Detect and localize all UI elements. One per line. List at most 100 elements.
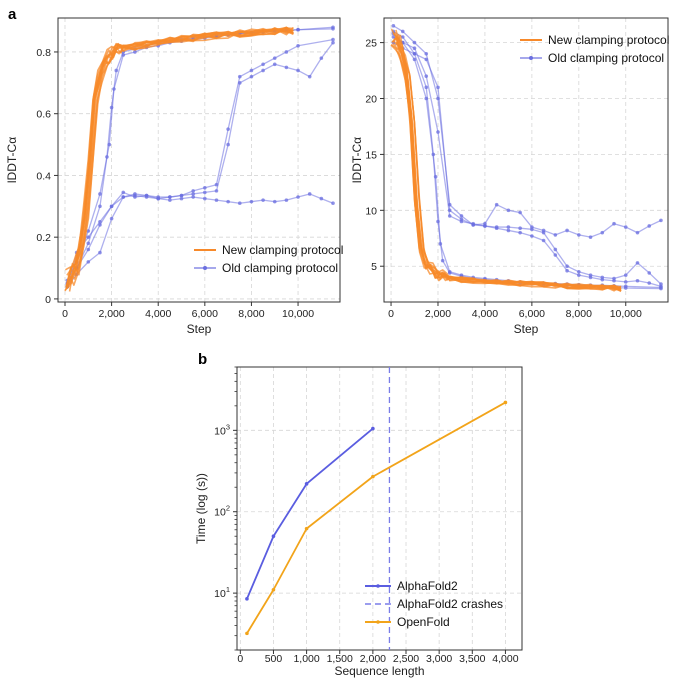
chart-b-timing: 0 500 1,000 1,500 2,000 2,500 3,000 3,500 4,000 1…: [194, 366, 523, 678]
x-tick-label: 2,500: [393, 653, 419, 665]
x-tick-label: 3,000: [426, 653, 452, 665]
data-point: [144, 195, 149, 199]
y-tick-label: 0: [45, 294, 51, 306]
x-tick-label: 2,000: [98, 308, 124, 320]
data-point: [412, 40, 417, 45]
data-point: [179, 193, 184, 198]
data-point: [565, 264, 569, 269]
data-point: [424, 96, 429, 101]
data-point: [553, 233, 558, 237]
data-point: [612, 278, 616, 283]
data-point: [440, 258, 445, 263]
chart-a-left-lddt: 0 2,000 4,000 6,000 8,000 10,000 0 0.2 0.4 0.6 0.8…: [5, 17, 343, 336]
x-tick-label: 500: [265, 653, 283, 665]
legend: AlphaFold2 AlphaFold2 crashes OpenFold: [365, 579, 503, 629]
data-point: [459, 273, 464, 277]
data-point: [98, 192, 102, 196]
data-point: [588, 235, 593, 239]
alphafold2-line: [246, 427, 374, 600]
data-point: [588, 275, 593, 280]
data-point: [623, 280, 628, 284]
data-point: [647, 224, 652, 228]
chart-a-right-lddt: 0 2,000 4,000 6,000 8,000 10,000 5 10 15 20 25 Step…: [350, 17, 669, 336]
x-tick-label: 3,500: [459, 653, 485, 665]
data-point: [261, 62, 265, 67]
y-tick-exponent: 3: [226, 422, 230, 431]
data-point: [86, 247, 91, 252]
data-point: [249, 74, 254, 79]
data-point: [168, 195, 172, 199]
data-point: [86, 241, 91, 246]
data-point: [307, 192, 312, 196]
data-point: [635, 261, 640, 265]
data-point: [518, 226, 522, 231]
data-point: [331, 40, 335, 45]
data-point: [203, 196, 207, 201]
new-protocol-line: [394, 34, 622, 293]
data-point: [203, 190, 207, 195]
data-point: [506, 208, 511, 213]
legend-marker-old: [203, 266, 207, 270]
data-point: [612, 221, 616, 226]
old-protocol-line: [393, 42, 662, 285]
data-point: [471, 221, 475, 226]
x-tick-label: 0: [388, 308, 394, 320]
data-point: [371, 426, 375, 431]
data-point: [412, 57, 417, 62]
data-point: [623, 273, 628, 277]
data-point: [319, 56, 324, 60]
y-tick-label: 15: [365, 149, 377, 161]
data-point: [296, 195, 300, 199]
y-tick-label: 102: [214, 504, 230, 519]
data-point: [331, 201, 335, 206]
data-point: [503, 400, 508, 405]
x-axis-label: Sequence length: [334, 664, 424, 678]
data-point: [577, 273, 581, 277]
data-point: [565, 228, 569, 233]
new-protocol-line: [69, 29, 294, 280]
y-tick-label: 5: [371, 261, 377, 273]
data-point: [86, 260, 91, 264]
y-tick-label: 25: [365, 38, 377, 50]
data-point: [237, 81, 242, 85]
data-point: [424, 57, 429, 62]
data-point: [203, 185, 207, 190]
data-point: [261, 198, 265, 202]
x-tick-label: 2,000: [360, 653, 386, 665]
data-point: [296, 27, 300, 32]
data-point: [400, 29, 405, 34]
data-point: [391, 24, 396, 28]
old-protocol-line: [66, 42, 334, 287]
data-point: [459, 219, 464, 224]
old-protocol-line: [393, 25, 662, 238]
x-tick-label: 8,000: [238, 308, 264, 320]
data-point: [226, 127, 230, 131]
x-tick-label: 1,000: [293, 653, 319, 665]
data-point: [98, 223, 102, 227]
data-point: [112, 87, 116, 91]
data-point: [214, 198, 219, 202]
data-point: [424, 85, 429, 90]
legend-marker-alphafold2: [376, 584, 380, 588]
legend-marker-openfold: [376, 620, 380, 624]
data-point: [261, 68, 265, 73]
data-point: [272, 199, 277, 204]
old-protocol-line: [66, 38, 334, 287]
legend-label-old: Old clamping protocol: [222, 261, 338, 275]
data-point: [121, 195, 126, 199]
data-point: [191, 189, 195, 193]
data-point: [249, 199, 254, 204]
x-tick-label: 10,000: [282, 308, 314, 320]
data-point: [86, 229, 91, 233]
data-point: [272, 62, 277, 67]
data-point: [424, 74, 429, 78]
data-point: [98, 250, 102, 255]
data-point: [577, 233, 581, 237]
data-point: [647, 281, 652, 285]
data-point: [226, 199, 230, 204]
data-point: [436, 85, 440, 90]
data-point: [494, 202, 499, 207]
data-point: [307, 74, 312, 79]
data-point: [600, 277, 605, 282]
plot-frame: [236, 366, 523, 651]
